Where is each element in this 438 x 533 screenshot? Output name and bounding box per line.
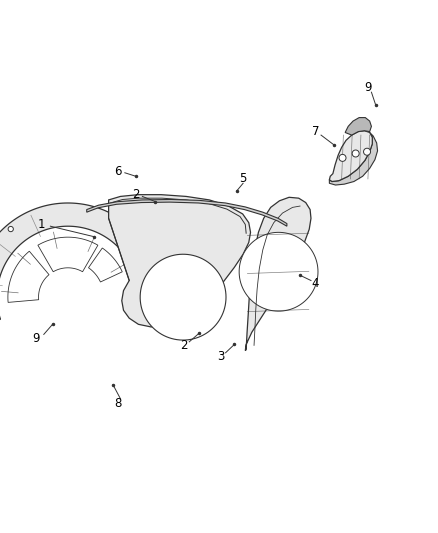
- Circle shape: [8, 227, 14, 232]
- Polygon shape: [8, 251, 49, 302]
- Polygon shape: [0, 203, 160, 326]
- Text: 8: 8: [115, 397, 122, 410]
- Polygon shape: [88, 248, 122, 282]
- Polygon shape: [137, 278, 168, 286]
- Polygon shape: [109, 195, 251, 327]
- Text: 7: 7: [311, 125, 319, 138]
- Polygon shape: [87, 199, 287, 226]
- Text: 4: 4: [311, 277, 319, 289]
- Text: 3: 3: [218, 350, 225, 363]
- Text: 2: 2: [132, 188, 140, 201]
- Text: 5: 5: [240, 172, 247, 185]
- Text: 2: 2: [180, 339, 188, 352]
- Circle shape: [364, 148, 371, 155]
- Polygon shape: [245, 197, 311, 351]
- Text: 6: 6: [114, 165, 122, 177]
- Polygon shape: [329, 133, 378, 185]
- Text: 1: 1: [38, 219, 46, 231]
- Polygon shape: [345, 118, 371, 135]
- Polygon shape: [329, 131, 372, 182]
- Polygon shape: [239, 232, 318, 311]
- Circle shape: [339, 155, 346, 161]
- Polygon shape: [38, 237, 98, 272]
- Text: 9: 9: [32, 332, 40, 345]
- Circle shape: [352, 150, 359, 157]
- Text: 9: 9: [364, 82, 372, 94]
- Polygon shape: [140, 254, 226, 340]
